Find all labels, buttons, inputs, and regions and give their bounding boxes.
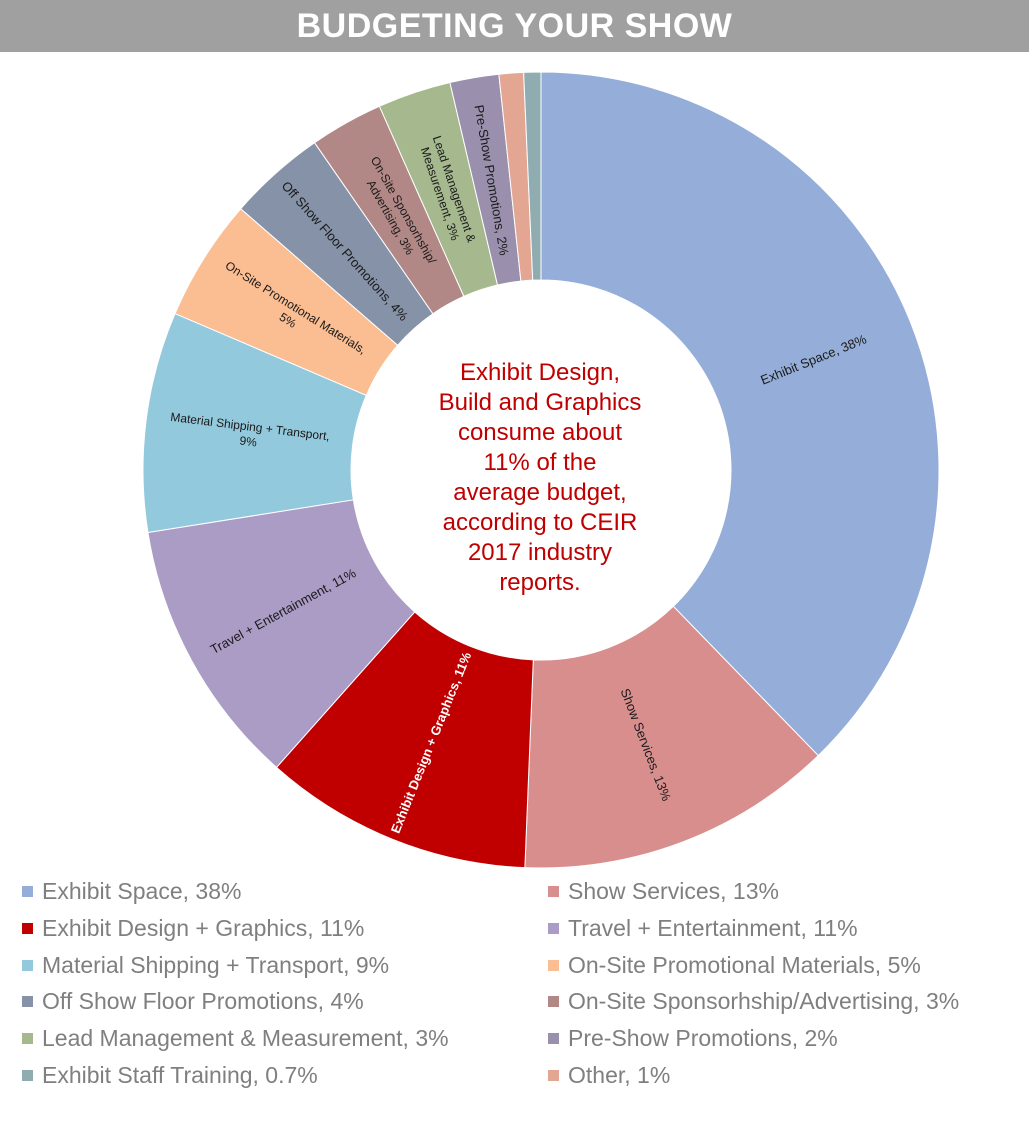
legend-item-pre-show-promotions-2: Pre-Show Promotions, 2%	[548, 1025, 838, 1052]
legend-item-on-site-sponsorhship-advertising-3: On-Site Sponsorhship/Advertising, 3%	[548, 988, 959, 1015]
center-annotation-line: consume about	[457, 419, 623, 446]
legend-swatch	[548, 1070, 559, 1081]
legend-label: Exhibit Staff Training, 0.7%	[42, 1062, 318, 1088]
legend-swatch	[22, 959, 33, 971]
legend-label: Travel + Entertainment, 11%	[568, 914, 858, 941]
legend-swatch	[22, 922, 33, 934]
donut-chart: Exhibit Space, 38%Show Services, 13%Exhi…	[142, 71, 940, 869]
center-annotation-line: 2017 industry	[467, 539, 613, 566]
legend-swatch	[548, 959, 559, 971]
slice-exhibit-design-graphics-11	[275, 611, 534, 869]
legend-label: Material Shipping + Transport, 9%	[42, 951, 390, 978]
legend-item-lead-management-measurement-3: Lead Management & Measurement, 3%	[22, 1025, 449, 1052]
legend-swatch	[22, 886, 33, 897]
center-annotation-line: Exhibit Design,	[459, 359, 621, 386]
legend-swatch	[22, 1070, 33, 1081]
legend-item-material-shipping-transport-9: Material Shipping + Transport, 9%	[22, 952, 389, 979]
legend-label: Exhibit Design + Graphics, 11%	[42, 914, 365, 941]
legend-swatch	[22, 1033, 33, 1045]
slice-exhibit-staff-training-0-7	[523, 71, 542, 281]
center-annotation-line: reports.	[499, 569, 581, 596]
center-annotation-line: according to CEIR	[442, 509, 638, 536]
slice-show-services-13	[524, 605, 819, 869]
legend-label: On-Site Sponsorhship/Advertising, 3%	[568, 988, 960, 1015]
legend-item-exhibit-space-38: Exhibit Space, 38%	[22, 878, 241, 905]
legend-swatch	[548, 886, 559, 897]
legend-item-off-show-floor-promotions-4: Off Show Floor Promotions, 4%	[22, 988, 364, 1015]
center-annotation: Exhibit Design, Build and Graphics consu…	[395, 358, 685, 598]
center-annotation-line: 11% of the	[483, 449, 597, 476]
page-title: BUDGETING YOUR SHOW	[0, 0, 1029, 52]
legend-item-on-site-promotional-materials-5: On-Site Promotional Materials, 5%	[548, 952, 921, 979]
legend-label: On-Site Promotional Materials, 5%	[568, 951, 921, 978]
legend-swatch	[548, 1033, 559, 1045]
legend-swatch	[548, 996, 559, 1008]
legend-swatch	[548, 922, 559, 934]
legend-label: Off Show Floor Promotions, 4%	[42, 988, 364, 1015]
legend-item-other-1: Other, 1%	[548, 1062, 670, 1089]
legend-label: Other, 1%	[568, 1062, 671, 1088]
legend-item-travel-entertainment-11: Travel + Entertainment, 11%	[548, 915, 858, 942]
legend-item-exhibit-design-graphics-11: Exhibit Design + Graphics, 11%	[22, 915, 364, 942]
legend-item-exhibit-staff-training-0-7: Exhibit Staff Training, 0.7%	[22, 1062, 318, 1089]
slice-travel-entertainment-11	[147, 499, 416, 769]
center-annotation-line: Build and Graphics	[438, 389, 642, 416]
legend-item-show-services-13: Show Services, 13%	[548, 878, 779, 905]
center-annotation-line: average budget,	[453, 479, 627, 506]
legend-swatch	[22, 996, 33, 1008]
legend-label: Show Services, 13%	[568, 878, 779, 904]
legend-label: Lead Management & Measurement, 3%	[42, 1025, 449, 1052]
slice-exhibit-space-38	[540, 71, 940, 757]
legend-label: Exhibit Space, 38%	[42, 878, 242, 904]
legend-label: Pre-Show Promotions, 2%	[568, 1025, 838, 1052]
